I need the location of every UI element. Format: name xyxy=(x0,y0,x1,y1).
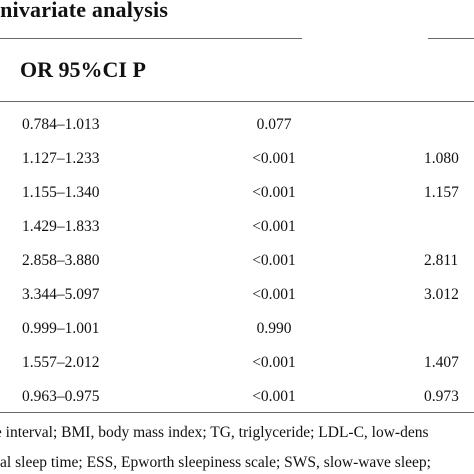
ci-cell: 0.999–1.001 xyxy=(22,320,100,337)
ci-cell: 1.127–1.233 xyxy=(22,150,100,167)
header-rule-right xyxy=(428,38,474,39)
footnote-line-1: ce interval; BMI, body mass index; TG, t… xyxy=(0,424,429,441)
p-value-cell: 0.990 xyxy=(256,320,292,337)
ci-cell: 3.344–5.097 xyxy=(22,286,100,303)
header-rule-left xyxy=(0,38,302,39)
p-value-cell: <0.001 xyxy=(252,286,296,303)
column-header: OR 95%CI P xyxy=(20,57,146,82)
or-cell: 3.012 xyxy=(424,286,459,303)
univariate-analysis-title: Univariate analysis xyxy=(0,0,169,22)
ci-cell: 1.429–1.833 xyxy=(22,218,100,235)
footnote-line-2: otal sleep time; ESS, Epworth sleepiness… xyxy=(0,454,431,471)
p-value-cell: 0.077 xyxy=(256,116,292,133)
or-cell: 1.080 xyxy=(424,150,459,167)
ci-cell: 0.963–0.975 xyxy=(22,388,100,405)
p-value-cell: <0.001 xyxy=(252,388,296,405)
or-cell: 2.811 xyxy=(424,252,459,269)
ci-cell: 1.557–2.012 xyxy=(22,354,100,371)
p-value-cell: <0.001 xyxy=(252,184,296,201)
table-bottom-rule xyxy=(0,412,474,413)
ci-cell: 2.858–3.880 xyxy=(22,252,100,269)
column-header-rule xyxy=(0,101,474,102)
or-cell: 1.157 xyxy=(424,184,459,201)
p-value-cell: <0.001 xyxy=(252,354,296,371)
p-value-cell: <0.001 xyxy=(252,150,296,167)
p-value-cell: <0.001 xyxy=(252,252,296,269)
p-value-cell: <0.001 xyxy=(252,218,296,235)
ci-cell: 1.155–1.340 xyxy=(22,184,100,201)
or-cell: 1.407 xyxy=(424,354,459,371)
ci-cell: 0.784–1.013 xyxy=(22,116,100,133)
or-cell: 0.973 xyxy=(424,388,459,405)
